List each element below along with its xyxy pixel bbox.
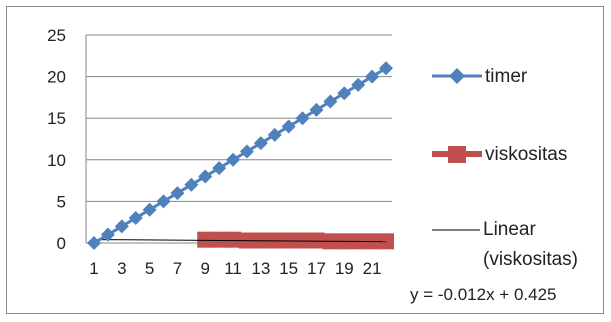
timer-point (128, 211, 143, 226)
x-tick-label: 15 (279, 259, 298, 278)
timer-point (184, 177, 199, 192)
timer-point (212, 161, 227, 176)
timer-point (226, 152, 241, 167)
timer-point (267, 127, 282, 142)
y-tick-label: 25 (47, 26, 66, 45)
timer-point (309, 102, 324, 117)
timer-point (170, 186, 185, 201)
timer-point (114, 219, 129, 234)
viskositas-point (197, 231, 214, 248)
timer-point (253, 136, 268, 151)
timer-point (281, 119, 296, 134)
x-tick-label: 5 (145, 259, 154, 278)
x-tick-label: 9 (201, 259, 210, 278)
y-tick-label: 15 (47, 109, 66, 128)
x-tick-label: 13 (251, 259, 270, 278)
legend: timer viskositas Linear (viskositas) (432, 66, 578, 270)
timer-point (198, 169, 213, 184)
timer-point (156, 194, 171, 209)
x-tick-label: 17 (307, 259, 326, 278)
x-tick-label: 3 (117, 259, 126, 278)
timer-point (100, 227, 115, 242)
y-tick-labels: 0 5 10 15 20 25 (47, 26, 66, 253)
timer-line (93, 66, 387, 245)
x-tick-label: 1 (89, 259, 98, 278)
legend-trendline-label-line1: Linear (483, 219, 536, 240)
legend-viskositas-label: viskositas (485, 144, 567, 165)
timer-point (295, 111, 310, 126)
x-tick-label: 19 (335, 259, 354, 278)
legend-timer-label: timer (485, 66, 528, 87)
trendline-equation: y = -0.012x + 0.425 (410, 285, 557, 304)
gridlines (86, 34, 392, 244)
viskositas-point (225, 231, 242, 248)
legend-viskositas-swatch (432, 146, 482, 163)
timer-point (239, 144, 254, 159)
trendline (93, 239, 387, 243)
y-tick-label: 5 (57, 192, 66, 211)
timer-point (379, 61, 393, 76)
y-tick-label: 20 (47, 68, 66, 87)
y-tick-label: 0 (57, 234, 66, 253)
viskositas-point (308, 232, 325, 249)
timer-point (337, 86, 352, 101)
series-timer (87, 61, 393, 250)
timer-point (87, 236, 101, 250)
x-tick-labels: 1 3 5 7 9 11 13 15 17 19 21 (89, 259, 381, 278)
trendline-viskositas (93, 239, 387, 243)
timer-point (365, 69, 380, 84)
y-tick-label: 10 (47, 151, 66, 170)
viskositas-point (294, 232, 311, 249)
x-tick-label: 21 (363, 259, 382, 278)
x-tick-label: 7 (173, 259, 182, 278)
x-tick-label: 11 (224, 259, 242, 278)
viskositas-point (211, 231, 228, 248)
timer-point (351, 77, 366, 92)
timer-point (323, 94, 338, 109)
timer-point (142, 202, 157, 217)
legend-trendline-label-line2: (viskositas) (483, 249, 578, 270)
legend-timer-swatch (432, 68, 482, 84)
